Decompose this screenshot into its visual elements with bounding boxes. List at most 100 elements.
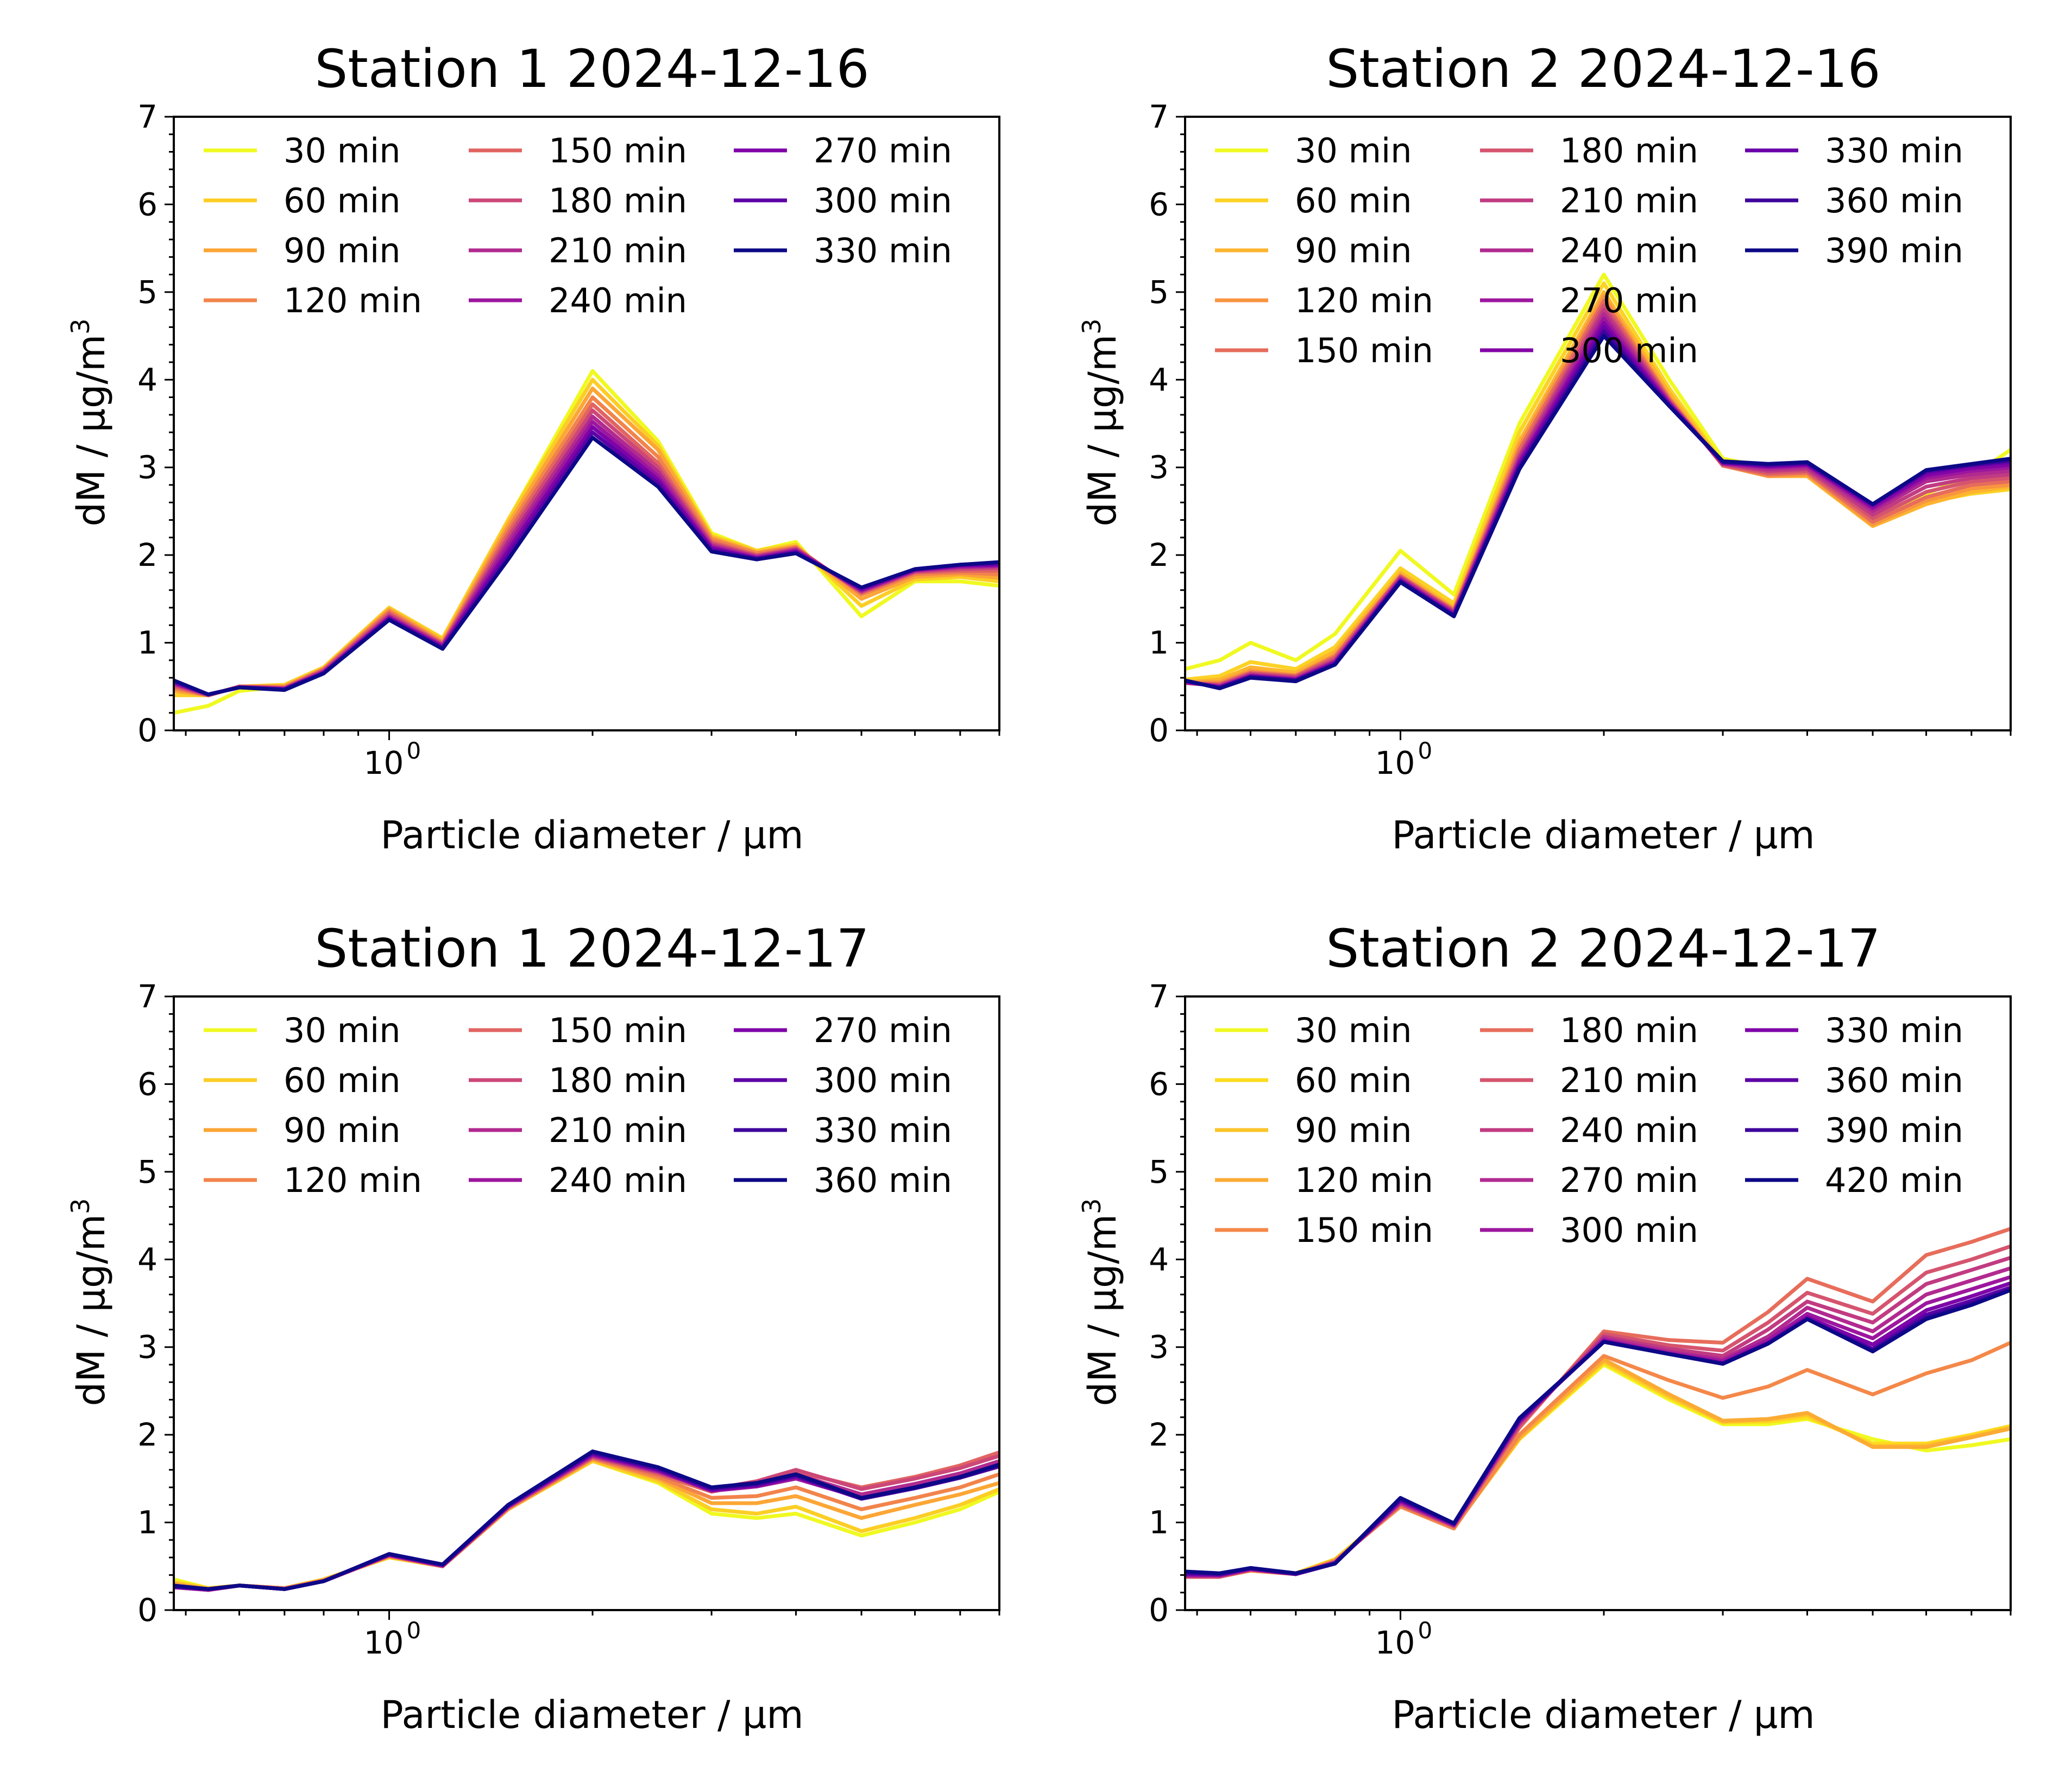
panel-title: Station 2 2024-12-16 (1326, 39, 1880, 99)
y-tick-label: 0 (1149, 712, 1169, 749)
legend-label: 360 min (1825, 1061, 1963, 1100)
y-tick-label: 2 (137, 1416, 158, 1453)
legend-label: 90 min (284, 231, 401, 270)
legend-label: 150 min (549, 1011, 687, 1050)
y-tick-label: 2 (1149, 537, 1169, 573)
y-tick-label: 5 (137, 274, 158, 311)
series-group (1185, 1227, 2011, 1579)
y-tick-label: 2 (1149, 1416, 1169, 1453)
panel-title: Station 1 2024-12-17 (314, 918, 869, 979)
legend-label: 240 min (549, 1160, 687, 1200)
y-tick-label: 1 (1149, 624, 1169, 661)
series-group (174, 1449, 999, 1592)
panel-station1-2024-12-16: Station 1 2024-12-16 Particle diameter /… (66, 39, 1000, 857)
y-axis-label-exponent: 3 (66, 319, 95, 335)
legend-label: 300 min (1560, 1210, 1698, 1250)
y-tick-label: 1 (1149, 1504, 1169, 1541)
x-tick-label-exponent: 0 (407, 1617, 421, 1644)
axes-frame (173, 116, 1000, 731)
y-tick-label: 3 (137, 1329, 158, 1366)
y-axis-label: dM / μg/m3 (1077, 319, 1125, 527)
y-axis-label-main: dM / μg/m (1080, 1214, 1125, 1406)
legend-label: 300 min (814, 181, 952, 220)
series-line (1185, 334, 2011, 690)
legend-label: 150 min (1295, 331, 1433, 370)
y-tick-label: 5 (137, 1153, 158, 1190)
legend-label: 330 min (814, 1110, 952, 1150)
y-tick-label: 0 (137, 1592, 158, 1629)
x-tick-label-exponent: 0 (1418, 1617, 1433, 1644)
y-axis-label-exponent: 3 (1077, 1198, 1106, 1214)
y-tick-label: 3 (137, 449, 158, 486)
y-axis-label-main: dM / μg/m (69, 1214, 114, 1406)
y-axis-label-main: dM / μg/m (1080, 335, 1125, 527)
series-line (1185, 290, 2011, 684)
y-axis-label: dM / μg/m3 (66, 1198, 114, 1406)
legend-label: 30 min (1295, 131, 1412, 171)
legend-label: 150 min (549, 131, 687, 171)
legend-label: 390 min (1825, 231, 1963, 270)
series-line (174, 1449, 999, 1591)
legend-label: 270 min (1560, 281, 1698, 320)
series-line (1185, 1288, 2011, 1575)
panel-station1-2024-12-17: Station 1 2024-12-17 Particle diameter /… (66, 918, 1000, 1737)
legend-label: 240 min (549, 281, 687, 320)
y-tick-label: 7 (137, 98, 158, 135)
y-axis-label-exponent: 3 (66, 1198, 95, 1214)
y-tick-label: 3 (1149, 1329, 1169, 1366)
legend-label: 180 min (1560, 131, 1698, 171)
y-tick-label: 4 (1149, 361, 1169, 398)
legend-label: 150 min (1295, 1210, 1433, 1250)
legend-label: 360 min (1825, 181, 1963, 220)
legend-label: 120 min (1295, 281, 1433, 320)
panel-title: Station 1 2024-12-16 (314, 39, 869, 99)
y-tick-label: 4 (137, 361, 158, 398)
panel-station2-2024-12-16: Station 2 2024-12-16 Particle diameter /… (1077, 39, 2012, 857)
series-group (174, 369, 999, 715)
y-tick-label: 7 (1149, 978, 1169, 1015)
y-axis-label-main: dM / μg/m (69, 335, 114, 527)
y-tick-label: 6 (137, 186, 158, 223)
legend-label: 360 min (814, 1160, 952, 1200)
x-tick-label: 10 (364, 1624, 404, 1661)
legend-label: 240 min (1560, 231, 1698, 270)
legend-label: 60 min (284, 181, 401, 220)
legend-label: 240 min (1560, 1110, 1698, 1150)
legend-label: 300 min (814, 1061, 952, 1100)
y-tick-label: 6 (1149, 1065, 1169, 1102)
y-tick-label: 4 (1149, 1241, 1169, 1278)
panel-title: Station 2 2024-12-17 (1326, 918, 1880, 979)
x-tick-label: 10 (1375, 1624, 1415, 1661)
series-group (1185, 273, 2011, 690)
legend-label: 60 min (284, 1061, 401, 1100)
x-axis-label: Particle diameter / μm (380, 813, 803, 857)
legend-label: 420 min (1825, 1160, 1963, 1200)
legend-label: 90 min (1295, 231, 1412, 270)
panel-station2-2024-12-17: Station 2 2024-12-17 Particle diameter /… (1077, 918, 2012, 1737)
legend-label: 120 min (284, 281, 422, 320)
legend-label: 270 min (814, 131, 952, 171)
legend-label: 120 min (1295, 1160, 1433, 1200)
y-axis-label: dM / μg/m3 (66, 319, 114, 527)
y-axis-label: dM / μg/m3 (1077, 1198, 1125, 1406)
y-tick-label: 5 (1149, 274, 1169, 311)
legend-label: 390 min (1825, 1110, 1963, 1150)
legend-label: 270 min (814, 1011, 952, 1050)
y-axis-label-exponent: 3 (1077, 319, 1106, 335)
y-tick-label: 6 (137, 1065, 158, 1102)
y-tick-label: 4 (137, 1241, 158, 1278)
y-tick-label: 2 (137, 537, 158, 573)
y-tick-label: 5 (1149, 1153, 1169, 1190)
legend-label: 180 min (549, 1061, 687, 1100)
legend-label: 60 min (1295, 1061, 1412, 1100)
legend-label: 330 min (1825, 1011, 1963, 1050)
x-tick-label-exponent: 0 (1418, 737, 1433, 764)
axes-frame (173, 995, 1000, 1611)
legend-label: 180 min (1560, 1011, 1698, 1050)
y-tick-label: 0 (1149, 1592, 1169, 1629)
legend-label: 330 min (1825, 131, 1963, 171)
x-axis-label: Particle diameter / μm (380, 1693, 803, 1737)
legend-label: 30 min (284, 131, 401, 171)
